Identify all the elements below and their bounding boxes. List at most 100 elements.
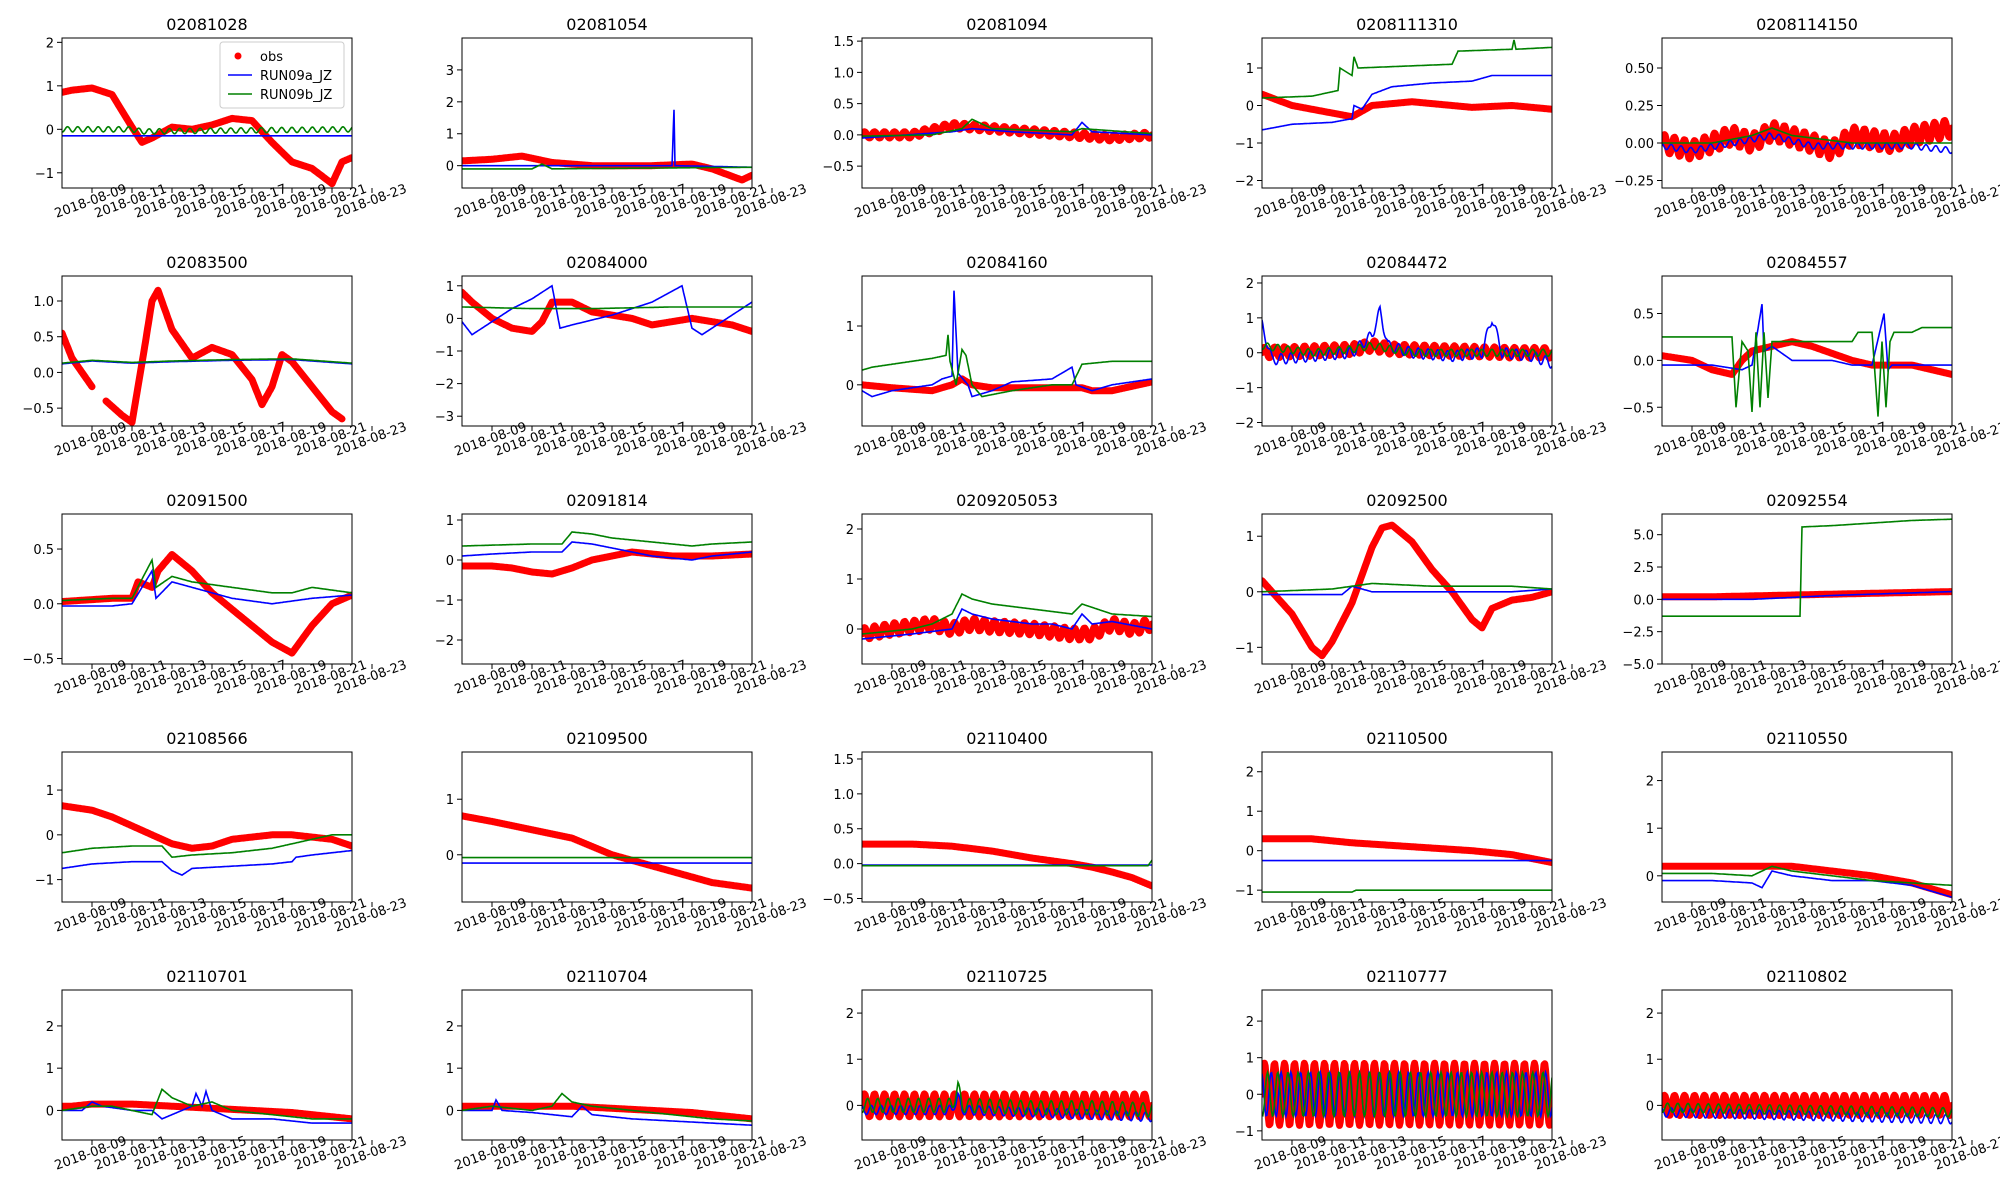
y-tick-label: 0 — [846, 379, 854, 394]
y-tick-label: 0 — [846, 1099, 854, 1114]
y-tick-label: −2 — [1235, 417, 1254, 432]
y-tick-label: 0.25 — [1625, 100, 1654, 115]
subplot-title: 02110725 — [966, 967, 1047, 986]
subplot-02083500: 020835001.00.50.0−0.52018-08-092018-08-1… — [22, 253, 408, 460]
series-group — [1662, 862, 1952, 899]
run09b-series — [1662, 865, 1952, 887]
axes-frame — [1661, 37, 1953, 189]
subplot-title: 02110500 — [1366, 729, 1447, 748]
y-tick-label: 1.5 — [833, 753, 854, 768]
legend-box — [219, 41, 345, 109]
axes-frame — [61, 275, 353, 427]
y-tick-label: 1 — [1646, 1053, 1654, 1068]
y-tick-label: 1 — [1246, 62, 1254, 77]
series-group — [1662, 1091, 1952, 1125]
subplot-title: 02110777 — [1366, 967, 1447, 986]
subplot-title: 0209205053 — [956, 491, 1058, 510]
y-tick-label: 1 — [446, 793, 454, 808]
subplot-title: 02081054 — [566, 15, 647, 34]
obs-series — [462, 812, 752, 892]
run09a-series — [462, 541, 752, 561]
y-tick-label: −0.5 — [822, 160, 854, 175]
series-group — [1262, 835, 1552, 893]
subplot-02092554: 020925545.02.50.0−2.5−5.02018-08-092018-… — [1622, 491, 2000, 698]
run09b-series — [462, 306, 752, 310]
y-tick-label: 1 — [446, 128, 454, 143]
y-tick-label: −0.5 — [22, 653, 54, 668]
run09b-series — [1262, 1069, 1552, 1119]
subplot-title: 02110701 — [166, 967, 247, 986]
y-tick-label: 1 — [1246, 312, 1254, 327]
y-tick-label: 1.0 — [833, 788, 854, 803]
series-group — [462, 812, 752, 892]
run09b-series — [862, 1079, 1152, 1118]
series-group — [62, 84, 352, 188]
axes-frame — [61, 751, 353, 903]
subplot-02110802: 021108022102018-08-092018-08-112018-08-1… — [1646, 967, 2000, 1174]
run09a-series — [862, 290, 1152, 398]
subplot-02110701: 021107012102018-08-092018-08-112018-08-1… — [46, 967, 409, 1174]
subplot-02110500: 02110500210−12018-08-092018-08-112018-08… — [1235, 729, 1609, 936]
y-tick-label: 0.00 — [1625, 137, 1654, 152]
y-tick-label: 0.0 — [833, 129, 854, 144]
y-tick-label: −5.0 — [1622, 658, 1654, 673]
y-tick-label: 1 — [46, 80, 54, 95]
run09b-series — [1262, 889, 1552, 893]
axes-frame — [61, 989, 353, 1141]
series-group — [462, 284, 752, 336]
run09b-series — [862, 118, 1152, 137]
subplot-02109500: 02109500102018-08-092018-08-112018-08-13… — [446, 729, 809, 936]
axes-frame — [1661, 275, 1953, 427]
run09a-series — [62, 568, 352, 607]
y-tick-label: 0 — [1246, 845, 1254, 860]
subplot-title: 02081094 — [966, 15, 1047, 34]
run09a-series — [62, 1088, 352, 1124]
y-tick-label: 2.5 — [1633, 561, 1654, 576]
y-tick-label: 2 — [446, 1020, 454, 1035]
run09b-series — [862, 859, 1152, 867]
subplot-title: 02084557 — [1766, 253, 1847, 272]
subplot-title: 02083500 — [166, 253, 247, 272]
subplot-02108566: 0210856610−12018-08-092018-08-112018-08-… — [35, 729, 409, 936]
run09b-series — [1262, 582, 1552, 593]
series-group — [62, 802, 352, 876]
series-group — [462, 109, 752, 184]
series-group — [62, 1088, 352, 1124]
y-tick-label: 2 — [46, 1020, 54, 1035]
legend: obs RUN09a_JZ RUN09b_JZ — [219, 41, 345, 109]
subplot-0208111310: 020811131010−1−22018-08-092018-08-112018… — [1235, 15, 1609, 222]
y-tick-label: 1.5 — [833, 35, 854, 50]
y-tick-label: 0.5 — [1633, 308, 1654, 323]
series-group — [862, 290, 1152, 398]
y-tick-label: 1.0 — [833, 66, 854, 81]
y-tick-label: 0.0 — [1633, 354, 1654, 369]
subplot-0208114150: 02081141500.500.250.00−0.252018-08-09201… — [1614, 15, 2000, 222]
axes-frame — [1261, 751, 1553, 903]
y-tick-label: 3 — [446, 64, 454, 79]
run09a-series — [462, 109, 752, 169]
subplot-title: 02084000 — [566, 253, 647, 272]
y-tick-label: 1 — [1246, 1052, 1254, 1067]
series-group — [862, 1079, 1152, 1123]
subplot-02081028: 02081028210−12018-08-092018-08-112018-08… — [35, 15, 409, 222]
subplot-title: 02092554 — [1766, 491, 1847, 510]
y-tick-label: 2 — [1246, 277, 1254, 292]
y-tick-label: 0 — [446, 554, 454, 569]
axes-frame — [861, 751, 1153, 903]
subplot-title: 02084472 — [1366, 253, 1447, 272]
subplot-02084000: 0208400010−1−2−32018-08-092018-08-112018… — [435, 253, 809, 460]
series-group — [1662, 303, 1952, 417]
subplot-title: 02091814 — [566, 491, 647, 510]
axes-frame — [1661, 513, 1953, 665]
y-tick-label: 0 — [1246, 1088, 1254, 1103]
axes-frame — [1261, 989, 1553, 1141]
obs-series — [1262, 90, 1552, 121]
obs-series — [62, 84, 352, 188]
legend-obs-marker — [234, 52, 242, 60]
y-tick-label: 1.0 — [33, 295, 54, 310]
run09b-series — [1262, 341, 1552, 358]
axes-frame — [861, 513, 1153, 665]
obs-series — [462, 548, 752, 578]
y-tick-label: 1 — [46, 1062, 54, 1077]
subplot-title: 0208114150 — [1756, 15, 1858, 34]
